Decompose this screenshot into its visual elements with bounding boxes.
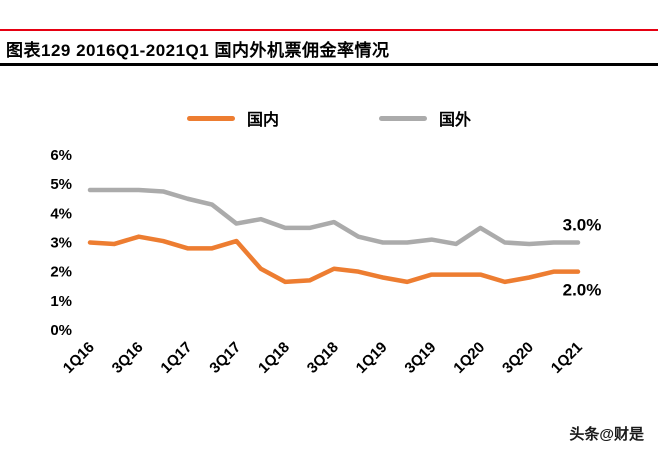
x-axis-tick-label: 3Q16 — [109, 339, 147, 377]
legend-item-foreign: 国外 — [379, 106, 471, 130]
y-axis-tick-label: 6% — [50, 147, 72, 164]
domestic-end-label: 2.0% — [563, 281, 602, 300]
domestic-line-swatch — [186, 115, 235, 121]
y-axis-tick-label: 5% — [50, 176, 72, 193]
x-axis-tick-label: 1Q19 — [353, 339, 391, 377]
title-underline — [0, 63, 658, 66]
y-axis-tick-label: 0% — [50, 322, 72, 339]
y-axis-tick-label: 1% — [50, 293, 72, 310]
series-line-domestic — [87, 234, 581, 285]
legend-label-foreign: 国外 — [439, 112, 472, 129]
legend: 国内 国外 — [0, 106, 658, 130]
foreign-end-label: 3.0% — [563, 216, 602, 235]
chart-title: 图表129 2016Q1-2021Q1 国内外机票佣金率情况 — [6, 41, 390, 60]
series-line-foreign — [87, 187, 581, 247]
x-axis-tick-label: 1Q18 — [255, 339, 293, 377]
x-axis-tick-label: 1Q21 — [548, 339, 586, 377]
watermark: 头条@财是 — [569, 426, 644, 443]
y-axis-tick-label: 4% — [50, 205, 72, 222]
x-axis-tick-label: 1Q17 — [157, 339, 195, 377]
y-axis-tick-label: 2% — [50, 264, 72, 281]
foreign-line-swatch — [379, 115, 427, 121]
top-accent-line — [0, 29, 658, 31]
x-axis-tick-label: 3Q18 — [304, 339, 342, 377]
legend-label-domestic: 国内 — [246, 112, 279, 129]
x-axis-tick-label: 3Q20 — [499, 339, 537, 377]
x-axis-tick-label: 3Q17 — [206, 339, 244, 377]
x-axis-tick-label: 3Q19 — [401, 339, 439, 377]
x-axis-tick-label: 1Q20 — [450, 339, 488, 377]
y-axis-tick-label: 3% — [50, 235, 72, 252]
x-axis-tick-label: 1Q16 — [60, 339, 98, 377]
legend-item-domestic: 国内 — [186, 106, 279, 130]
